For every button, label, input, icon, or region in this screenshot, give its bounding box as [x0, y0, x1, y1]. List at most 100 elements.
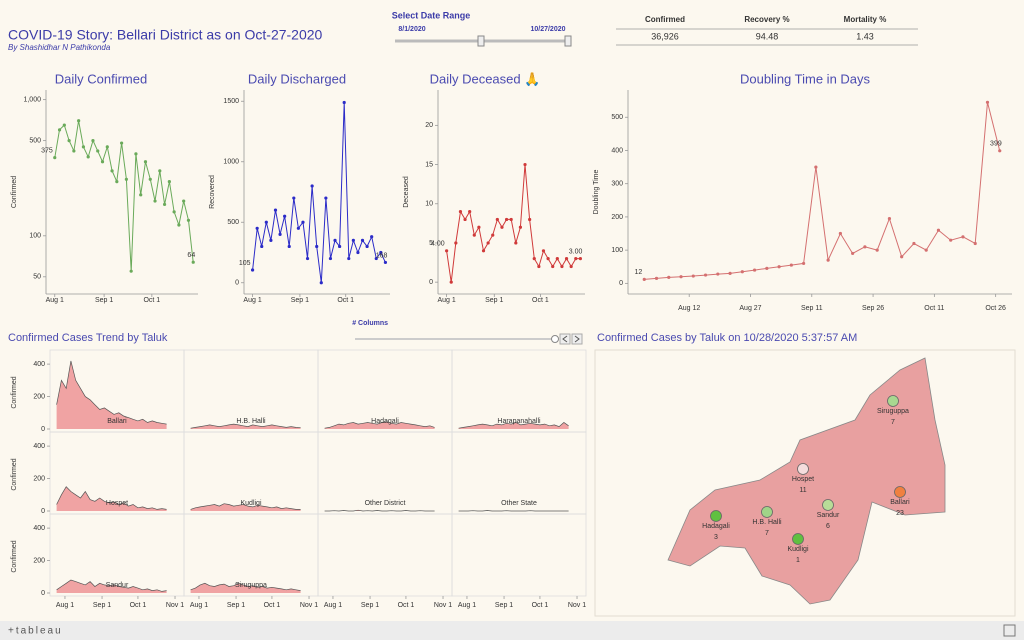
- date-slider-handle[interactable]: [477, 35, 485, 47]
- y-axis-label: Doubling Time: [593, 170, 600, 215]
- x-tick-label: Oct 1: [532, 297, 549, 304]
- y-tick-label: 200: [33, 557, 45, 564]
- point: [468, 210, 472, 214]
- point: [148, 177, 152, 181]
- y-tick-label: 200: [611, 214, 623, 221]
- annotation: # Columns: [352, 320, 388, 327]
- series-label: H.B. Halli: [236, 418, 266, 425]
- point: [728, 271, 732, 275]
- series-label: Harapanahalli: [497, 418, 541, 425]
- y-tick-label: 300: [611, 181, 623, 188]
- point: [887, 216, 892, 221]
- point: [328, 256, 333, 261]
- x-tick-label: Oct 1: [264, 602, 281, 609]
- y-tick-label: 400: [33, 525, 45, 532]
- point: [518, 225, 523, 229]
- map-point-name: H.B. Halli: [752, 519, 782, 526]
- x-tick-label: Oct 11: [924, 305, 944, 312]
- point: [578, 257, 582, 261]
- map-point: [894, 486, 906, 498]
- point: [679, 275, 683, 279]
- point: [486, 241, 490, 245]
- data-label: 12: [634, 269, 642, 276]
- y-axis-label: Recovered: [209, 175, 216, 209]
- y-tick-label: 1000: [223, 159, 239, 166]
- point: [985, 100, 990, 104]
- y-tick-label: 0: [235, 280, 239, 287]
- y-axis-label: Confirmed: [11, 540, 18, 572]
- fullscreen-button[interactable]: [1003, 624, 1016, 637]
- y-tick-label: 1,000: [23, 96, 41, 103]
- x-tick-label: Nov 1: [568, 602, 586, 609]
- y-axis-label: Deceased: [403, 176, 410, 208]
- x-tick-label: Aug 1: [324, 602, 342, 609]
- y-tick-label: 500: [611, 114, 623, 121]
- series-label: Other State: [501, 500, 537, 507]
- y-tick-label: 100: [611, 247, 623, 254]
- area-outline: [56, 360, 167, 425]
- map-point-name: Hospet: [792, 476, 814, 483]
- point: [495, 217, 499, 222]
- point: [642, 277, 646, 281]
- prev-button[interactable]: [559, 333, 571, 345]
- y-tick-label: 400: [33, 443, 45, 450]
- point: [100, 160, 105, 164]
- map-point: [792, 533, 804, 545]
- point: [310, 184, 314, 188]
- x-tick-label: Oct 26: [985, 305, 1006, 312]
- map-title: Confirmed Cases by Taluk on 10/28/2020 5…: [597, 332, 857, 344]
- line: [446, 164, 581, 283]
- map-point-name: Siruguppa: [877, 408, 909, 415]
- next-button[interactable]: [571, 333, 583, 345]
- x-tick-label: Nov 1: [166, 602, 184, 609]
- point: [740, 270, 744, 274]
- point: [96, 149, 100, 153]
- area-outline: [324, 421, 435, 429]
- y-tick-label: 0: [429, 279, 433, 286]
- point: [509, 217, 513, 222]
- date-slider-handle[interactable]: [564, 35, 572, 47]
- point: [463, 217, 467, 222]
- x-tick-label: Aug 1: [56, 602, 74, 609]
- point: [305, 256, 310, 261]
- x-tick-label: Sep 1: [95, 297, 113, 304]
- point: [301, 220, 305, 224]
- page-slider-handle[interactable]: [551, 335, 559, 343]
- prev-icon: [562, 335, 568, 343]
- y-axis-label: Confirmed: [11, 176, 18, 208]
- y-tick-label: 500: [29, 137, 41, 144]
- point: [260, 244, 264, 249]
- x-tick-label: Nov 1: [300, 602, 318, 609]
- point: [81, 145, 86, 149]
- point: [365, 244, 369, 249]
- point: [324, 196, 328, 200]
- kpi-value: 94.48: [756, 31, 779, 41]
- point: [936, 228, 941, 232]
- point: [62, 123, 66, 127]
- point: [789, 263, 793, 267]
- series-label: Ballari: [107, 418, 127, 425]
- data-label: 105: [239, 260, 251, 267]
- point: [654, 276, 659, 280]
- next-icon: [574, 335, 580, 343]
- point: [315, 244, 319, 249]
- point: [162, 202, 167, 207]
- point: [546, 257, 550, 261]
- point: [333, 238, 337, 242]
- area: [56, 486, 167, 511]
- point: [900, 255, 904, 259]
- point: [360, 238, 365, 242]
- kpi-header: Recovery %: [744, 15, 789, 24]
- data-label: 375: [41, 147, 53, 154]
- x-tick-label: Aug 1: [190, 602, 208, 609]
- x-tick-label: Sep 26: [862, 305, 884, 312]
- point: [477, 225, 481, 229]
- point: [481, 249, 486, 253]
- area-outline: [190, 503, 301, 510]
- map-point-value: 3: [714, 534, 718, 541]
- point: [574, 257, 578, 261]
- point: [826, 258, 830, 262]
- map-point-value: 1: [796, 557, 800, 564]
- line: [644, 102, 1001, 280]
